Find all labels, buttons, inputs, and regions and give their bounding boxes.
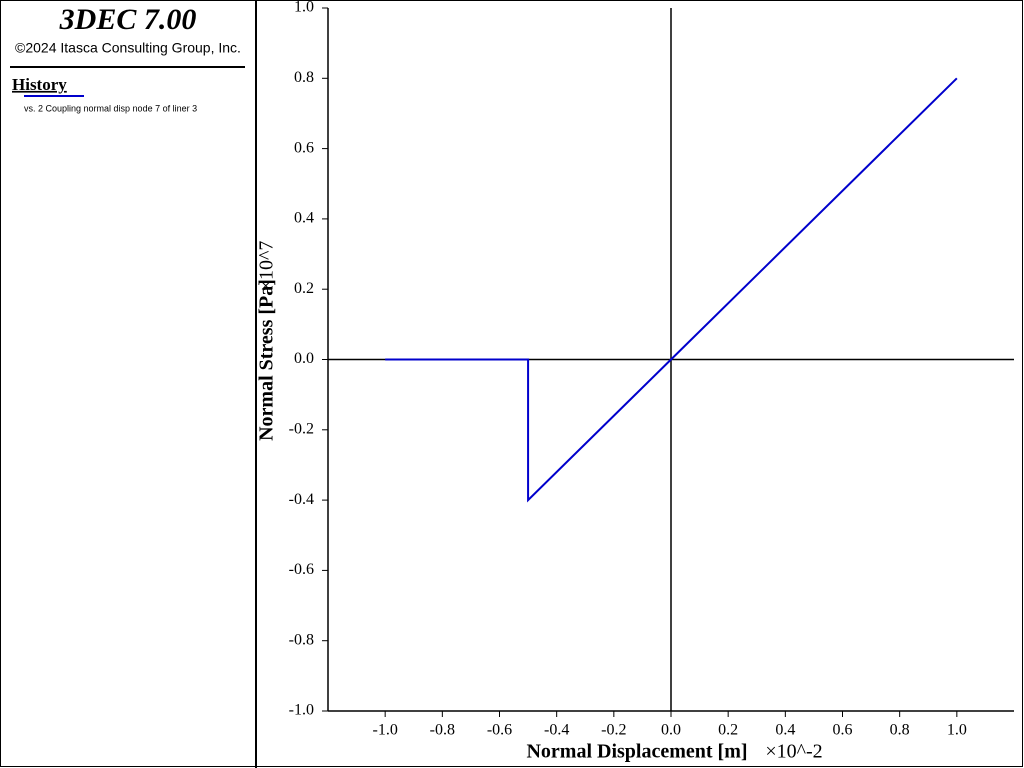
x-tick-label: 0.6 (833, 722, 853, 739)
y-tick-label: 0.6 (294, 139, 314, 156)
y-tick-label: -0.6 (289, 561, 314, 578)
x-tick-label: -0.2 (601, 722, 626, 739)
x-tick-label: -1.0 (373, 722, 398, 739)
x-axis-label: Normal Displacement [m] (526, 741, 747, 763)
x-tick-label: 0.2 (718, 722, 738, 739)
x-tick-label: 1.0 (947, 722, 967, 739)
x-axis-multiplier: ×10^-2 (765, 741, 822, 763)
copyright: ©2024 Itasca Consulting Group, Inc. (15, 40, 241, 56)
y-tick-label: -1.0 (289, 702, 314, 719)
plot: -1.0 -0.8 -0.6 -0.4 -0.2 0.0 0.2 0.4 0.6 0.8 1.0 -1… (289, 0, 1014, 739)
y-tick-label: -0.2 (289, 420, 314, 437)
y-tick-label: -0.4 (289, 491, 314, 508)
y-tick-label: 1.0 (294, 0, 314, 16)
y-tick-label: 0.4 (294, 210, 314, 227)
y-tick-label: 0.8 (294, 69, 314, 86)
x-tick-label: 0.0 (661, 722, 681, 739)
x-tick-label: 0.4 (775, 722, 795, 739)
x-tick-label: 0.8 (890, 722, 910, 739)
y-axis-label: Normal Stress [Pa] (256, 279, 278, 441)
y-tick-label: 0.0 (294, 350, 314, 367)
y-axis-multiplier: ×10^7 (256, 241, 278, 292)
y-tick-label: 0.2 (294, 280, 314, 297)
section-title: History (12, 75, 67, 94)
series-line (385, 77, 958, 503)
x-tick-label: -0.4 (544, 722, 569, 739)
x-tick-label: -0.6 (487, 722, 512, 739)
app-title: 3DEC 7.00 (59, 3, 197, 36)
legend-label: vs. 2 Coupling normal disp node 7 of lin… (24, 103, 197, 113)
x-tick-label: -0.8 (430, 722, 455, 739)
y-tick-label: -0.8 (289, 631, 314, 648)
